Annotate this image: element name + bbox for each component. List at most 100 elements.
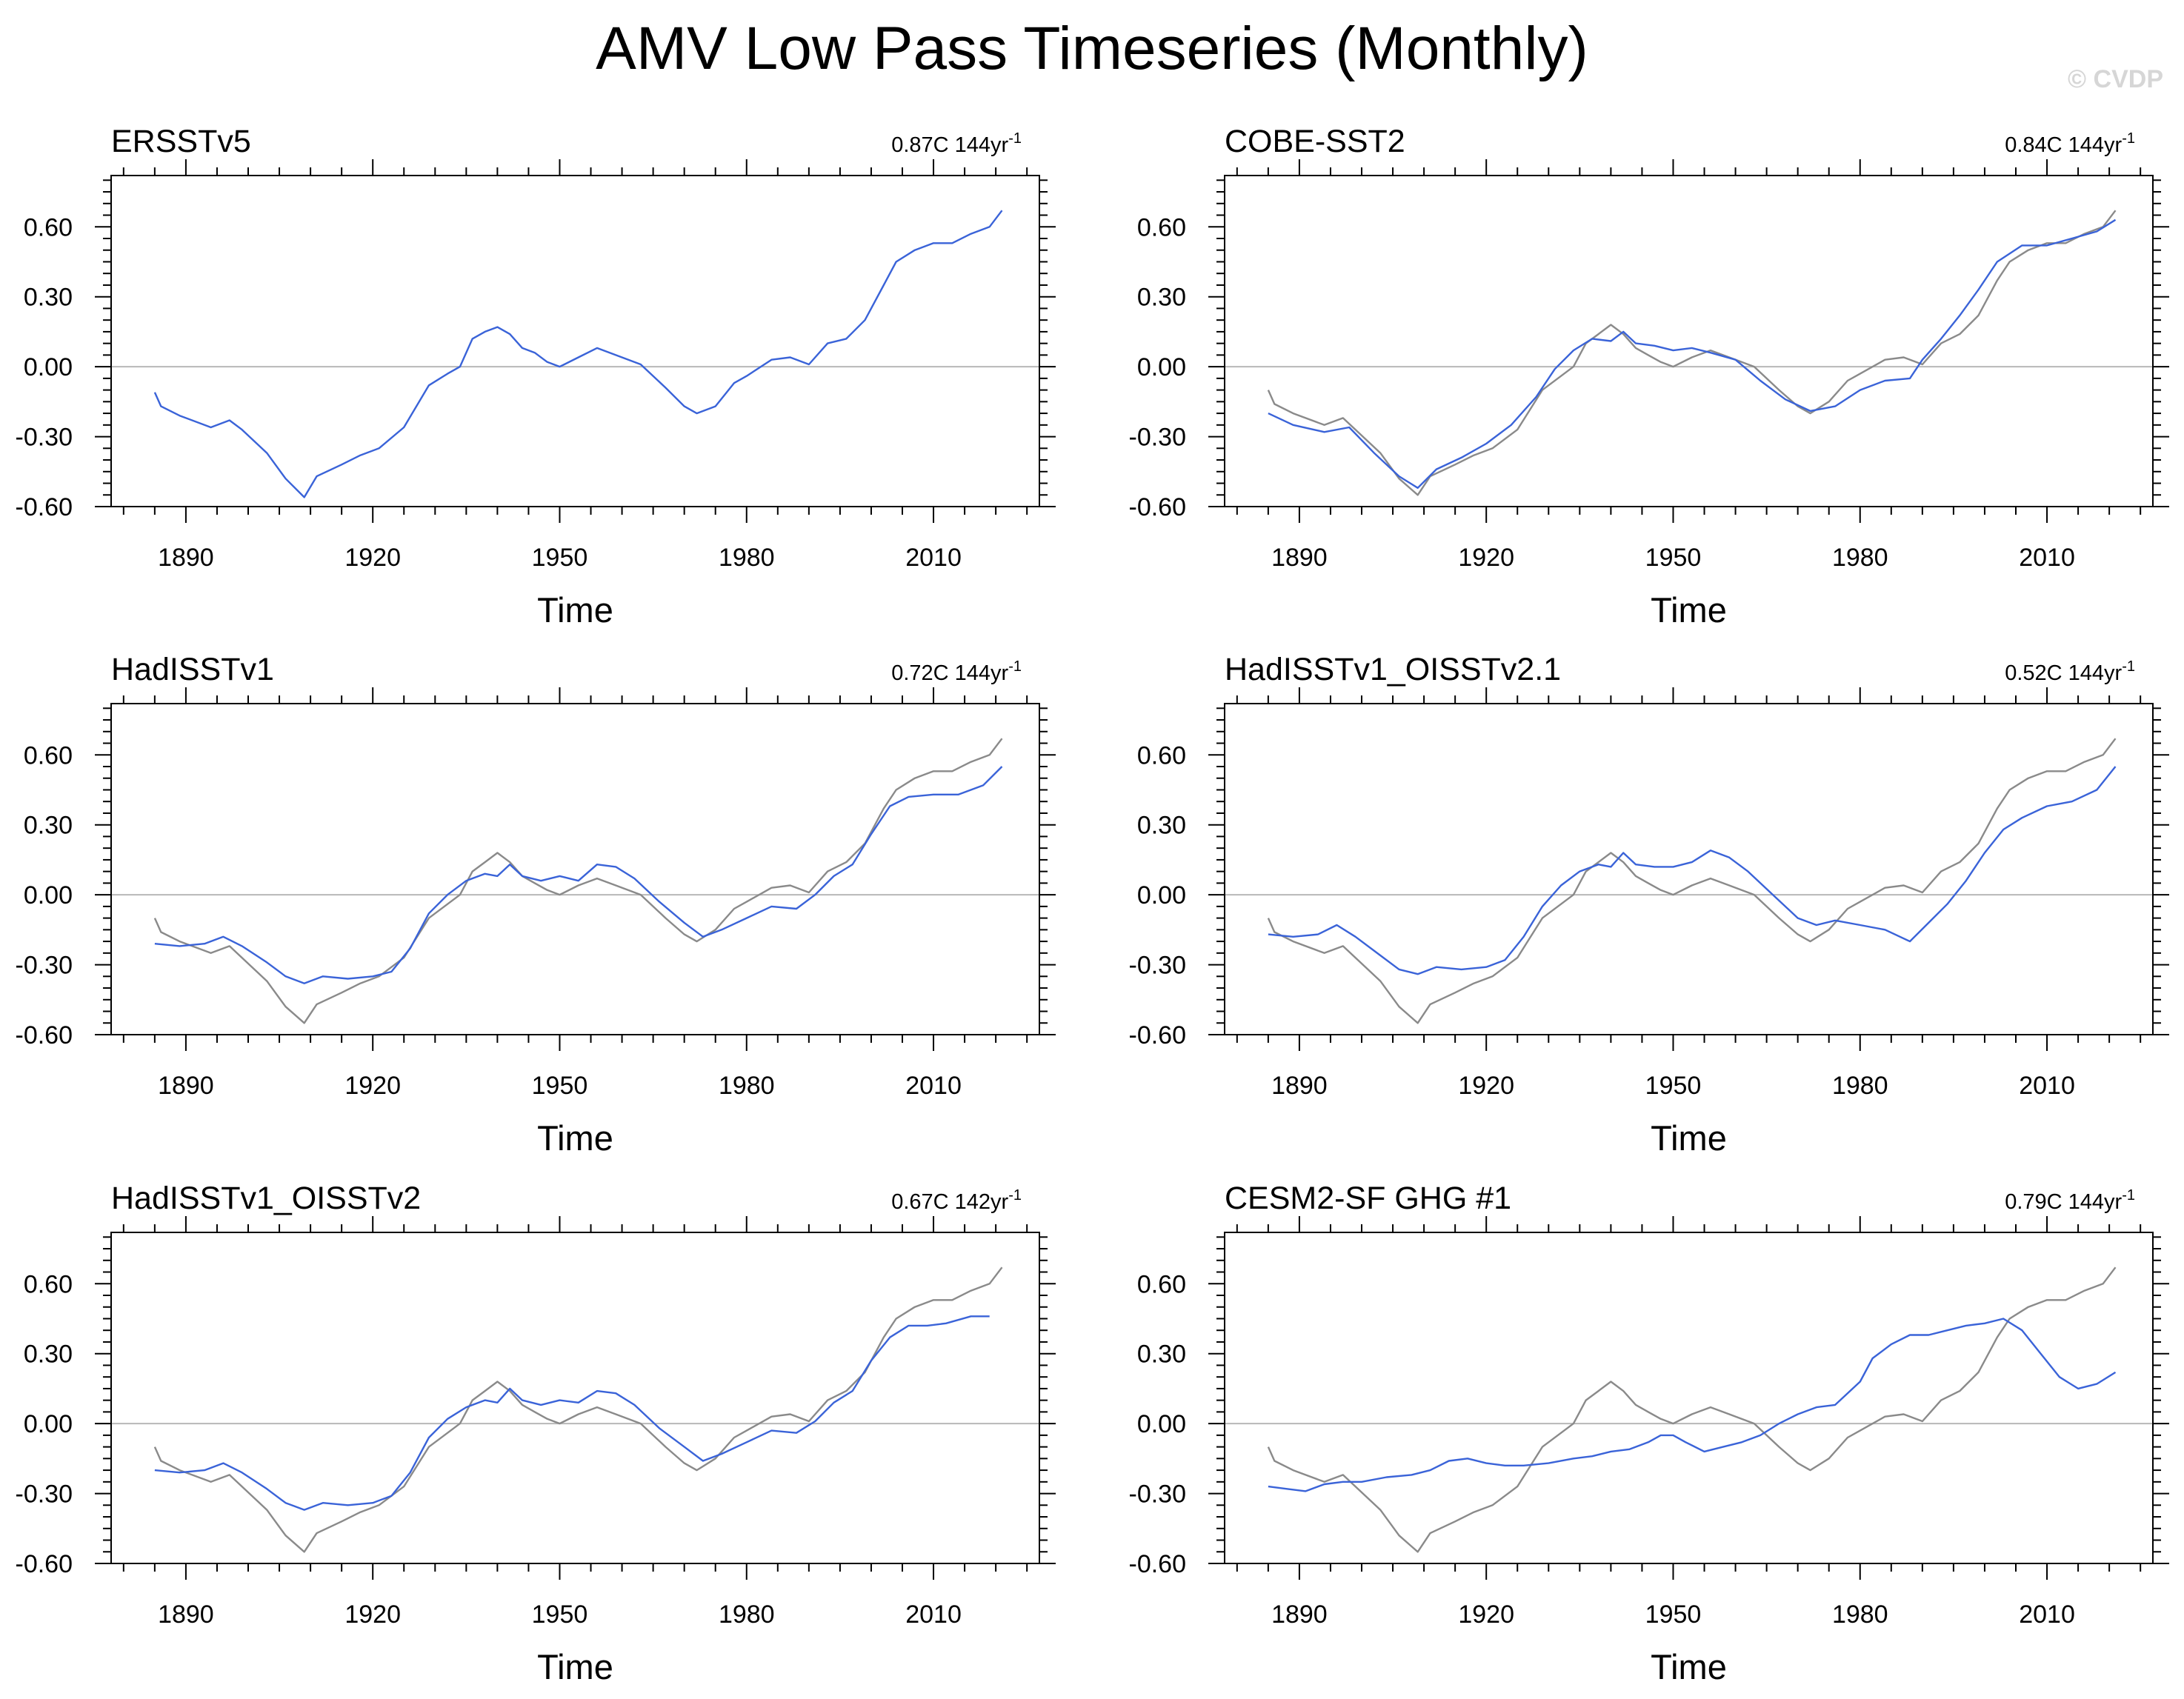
panel-title: CESM2-SF GHG #1	[1225, 1181, 1511, 1216]
y-tick-label: -0.60	[1129, 493, 1187, 521]
y-tick-label: 0.30	[1137, 1341, 1186, 1369]
y-tick-label: -0.30	[16, 952, 73, 980]
figure-title: AMV Low Pass Timeseries (Monthly)	[596, 15, 1588, 82]
y-tick-label: 0.00	[1137, 1410, 1186, 1438]
panel-title: COBE-SST2	[1225, 124, 1405, 159]
trend-stat-value: 0.84C 144yr	[2005, 133, 2122, 157]
trend-stat-exponent: -1	[2122, 658, 2135, 675]
x-tick-label: 1920	[344, 1072, 401, 1100]
x-tick-label: 1890	[1271, 1072, 1328, 1100]
trend-stat-exponent: -1	[1008, 658, 1022, 675]
panel: HadISSTv1_OISSTv2 0.67C 142yr-1 1890 1920 19…	[16, 1181, 1056, 1686]
y-tick-label: 0.60	[24, 213, 73, 241]
x-tick-label: 1890	[158, 544, 214, 572]
x-tick-label: 1920	[1458, 1600, 1514, 1629]
trend-stat: 0.67C 142yr-1	[891, 1187, 1022, 1214]
x-tick-label: 1950	[1645, 1600, 1702, 1629]
y-tick-label: 0.30	[24, 1341, 73, 1369]
panel: HadISSTv1_OISSTv2.1 0.52C 144yr-1 1890 1920…	[1129, 652, 2169, 1158]
panel: CESM2-SF GHG #1 0.79C 144yr-1 1890 1920 1950…	[1129, 1181, 2169, 1686]
x-tick-label: 1980	[1832, 544, 1888, 572]
x-axis-label: Time	[1651, 1647, 1727, 1686]
y-tick-label: 0.00	[1137, 353, 1186, 381]
trend-stat-exponent: -1	[1008, 1187, 1022, 1204]
panel: COBE-SST2 0.84C 144yr-1 1890 1920 1950 1980 20…	[1129, 124, 2169, 630]
y-tick-label: 0.30	[24, 284, 73, 312]
trend-stat: 0.87C 144yr-1	[891, 130, 1022, 157]
y-tick-label: 0.60	[24, 1270, 73, 1298]
x-tick-label: 1980	[719, 1600, 775, 1629]
x-tick-label: 1890	[158, 1072, 214, 1100]
panel-title: HadISSTv1	[111, 652, 274, 687]
trend-stat: 0.72C 144yr-1	[891, 658, 1022, 685]
x-tick-label: 1920	[344, 544, 401, 572]
panel-title: HadISSTv1_OISSTv2.1	[1225, 652, 1561, 687]
x-tick-label: 2010	[2019, 544, 2075, 572]
x-tick-label: 1980	[1832, 1072, 1888, 1100]
plot-frame	[110, 703, 1040, 1035]
x-tick-label: 1950	[532, 1600, 588, 1629]
plot-frame	[1224, 1232, 2154, 1564]
y-tick-label: 0.30	[1137, 812, 1186, 840]
x-tick-label: 1920	[1458, 544, 1514, 572]
trend-stat: 0.84C 144yr-1	[2005, 130, 2135, 157]
x-tick-label: 1980	[1832, 1600, 1888, 1629]
series-line-dataset	[1268, 218, 2117, 489]
trend-stat-exponent: -1	[1008, 130, 1022, 147]
y-tick-label: -0.60	[16, 1550, 73, 1578]
y-tick-label: 0.00	[24, 1410, 73, 1438]
x-tick-label: 2010	[2019, 1600, 2075, 1629]
y-tick-label: -0.60	[1129, 1550, 1187, 1578]
y-tick-label: 0.00	[24, 881, 73, 909]
trend-stat: 0.52C 144yr-1	[2005, 658, 2135, 685]
x-axis-label: Time	[537, 1647, 613, 1686]
series-line-dataset	[153, 210, 1003, 498]
trend-stat-exponent: -1	[2122, 130, 2135, 147]
x-tick-label: 1890	[1271, 1600, 1328, 1629]
series-line-dataset	[154, 766, 1003, 984]
x-tick-label: 1890	[1271, 544, 1328, 572]
y-tick-label: -0.30	[1129, 952, 1187, 980]
panel-title: HadISSTv1_OISSTv2	[111, 1181, 421, 1216]
plot-frame	[110, 175, 1040, 507]
y-tick-label: -0.60	[16, 1021, 73, 1049]
x-axis-label: Time	[1651, 1118, 1727, 1158]
y-tick-label: 0.00	[1137, 881, 1186, 909]
x-axis-label: Time	[537, 590, 613, 630]
x-tick-label: 1950	[1645, 544, 1702, 572]
series-line-reference	[1267, 210, 2117, 496]
x-tick-label: 1920	[344, 1600, 401, 1629]
y-tick-label: 0.60	[1137, 213, 1186, 241]
y-tick-label: 0.60	[1137, 741, 1186, 770]
x-tick-label: 2010	[905, 544, 962, 572]
x-tick-label: 2010	[905, 1072, 962, 1100]
y-tick-label: -0.30	[1129, 424, 1187, 452]
y-tick-label: -0.60	[16, 493, 73, 521]
x-tick-label: 1950	[532, 1072, 588, 1100]
x-tick-label: 1950	[532, 544, 588, 572]
series-line-reference	[1267, 1266, 2117, 1553]
series-line-dataset	[154, 1315, 990, 1511]
panel-title: ERSSTv5	[111, 124, 251, 159]
panel: HadISSTv1 0.72C 144yr-1 1890 1920 1950 1980 20…	[16, 652, 1056, 1158]
trend-stat-value: 0.87C 144yr	[891, 133, 1008, 157]
plot-frame	[1224, 703, 2154, 1035]
trend-stat-value: 0.52C 144yr	[2005, 661, 2122, 685]
plot-frame	[110, 1232, 1040, 1564]
y-tick-label: -0.30	[16, 424, 73, 452]
x-axis-label: Time	[1651, 590, 1727, 630]
cvdp-watermark: © CVDP	[2068, 65, 2163, 93]
x-tick-label: 1920	[1458, 1072, 1514, 1100]
x-tick-label: 2010	[905, 1600, 962, 1629]
y-tick-label: 0.60	[1137, 1270, 1186, 1298]
series-line-dataset	[1268, 766, 2117, 975]
y-tick-label: 0.00	[24, 353, 73, 381]
y-tick-label: -0.30	[16, 1481, 73, 1509]
series-line-reference	[153, 1266, 1003, 1553]
x-tick-label: 2010	[2019, 1072, 2075, 1100]
y-tick-label: 0.30	[24, 812, 73, 840]
x-tick-label: 1980	[719, 1072, 775, 1100]
trend-stat-exponent: -1	[2122, 1187, 2135, 1204]
trend-stat-value: 0.72C 144yr	[891, 661, 1008, 685]
